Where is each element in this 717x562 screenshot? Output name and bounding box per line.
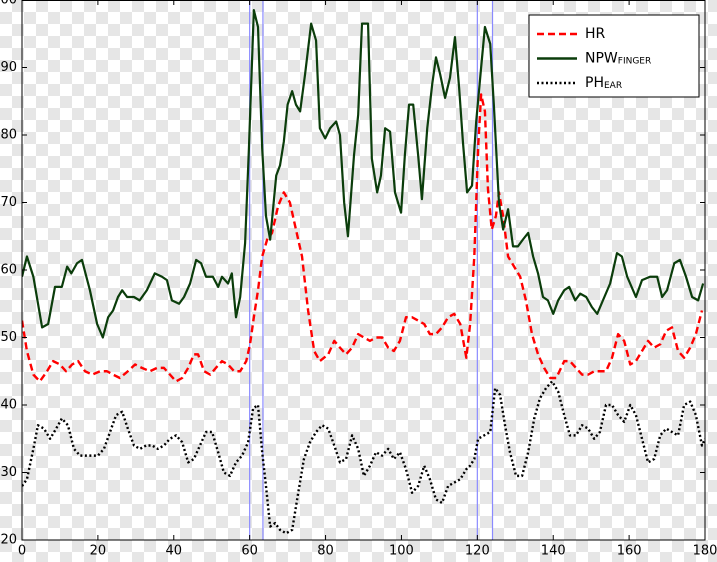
legend: HR NPWFINGER PHEAR bbox=[528, 14, 700, 98]
x-tick-label: 100 bbox=[389, 544, 414, 559]
x-tick-label: 0 bbox=[18, 544, 26, 559]
series-line bbox=[22, 380, 705, 535]
y-tick-label: 80 bbox=[0, 128, 17, 143]
x-tick-label: 60 bbox=[241, 544, 258, 559]
y-tick-label: 30 bbox=[0, 465, 17, 480]
y-tick-label: 40 bbox=[0, 398, 17, 413]
legend-name: HR bbox=[585, 26, 606, 42]
series-line bbox=[22, 9, 705, 339]
legend-subscript: EAR bbox=[604, 81, 622, 91]
legend-label: NPWFINGER bbox=[585, 51, 651, 67]
x-tick-label: 140 bbox=[541, 544, 566, 559]
x-tick-label: 40 bbox=[166, 544, 183, 559]
y-tick-label: 50 bbox=[0, 330, 17, 345]
y-tick-label: 90 bbox=[0, 60, 17, 75]
legend-name: PH bbox=[585, 75, 604, 91]
legend-label: HR bbox=[585, 26, 606, 42]
x-tick-label: 180 bbox=[693, 544, 717, 559]
y-tick-label: 100 bbox=[0, 0, 17, 8]
y-tick-label: 20 bbox=[0, 533, 17, 548]
x-tick-label: 20 bbox=[90, 544, 107, 559]
x-tick-label: 80 bbox=[317, 544, 334, 559]
x-tick-label: 160 bbox=[617, 544, 642, 559]
y-tick-label: 60 bbox=[0, 263, 17, 278]
legend-subscript: FINGER bbox=[618, 56, 651, 66]
legend-name: NPW bbox=[585, 51, 618, 67]
plot-lines bbox=[22, 9, 705, 535]
vertical-lines bbox=[249, 0, 494, 540]
y-tick-label: 70 bbox=[0, 195, 17, 210]
legend-label: PHEAR bbox=[585, 75, 622, 91]
x-tick-label: 120 bbox=[465, 544, 490, 559]
legend-box bbox=[528, 14, 700, 98]
series-line bbox=[22, 93, 704, 383]
